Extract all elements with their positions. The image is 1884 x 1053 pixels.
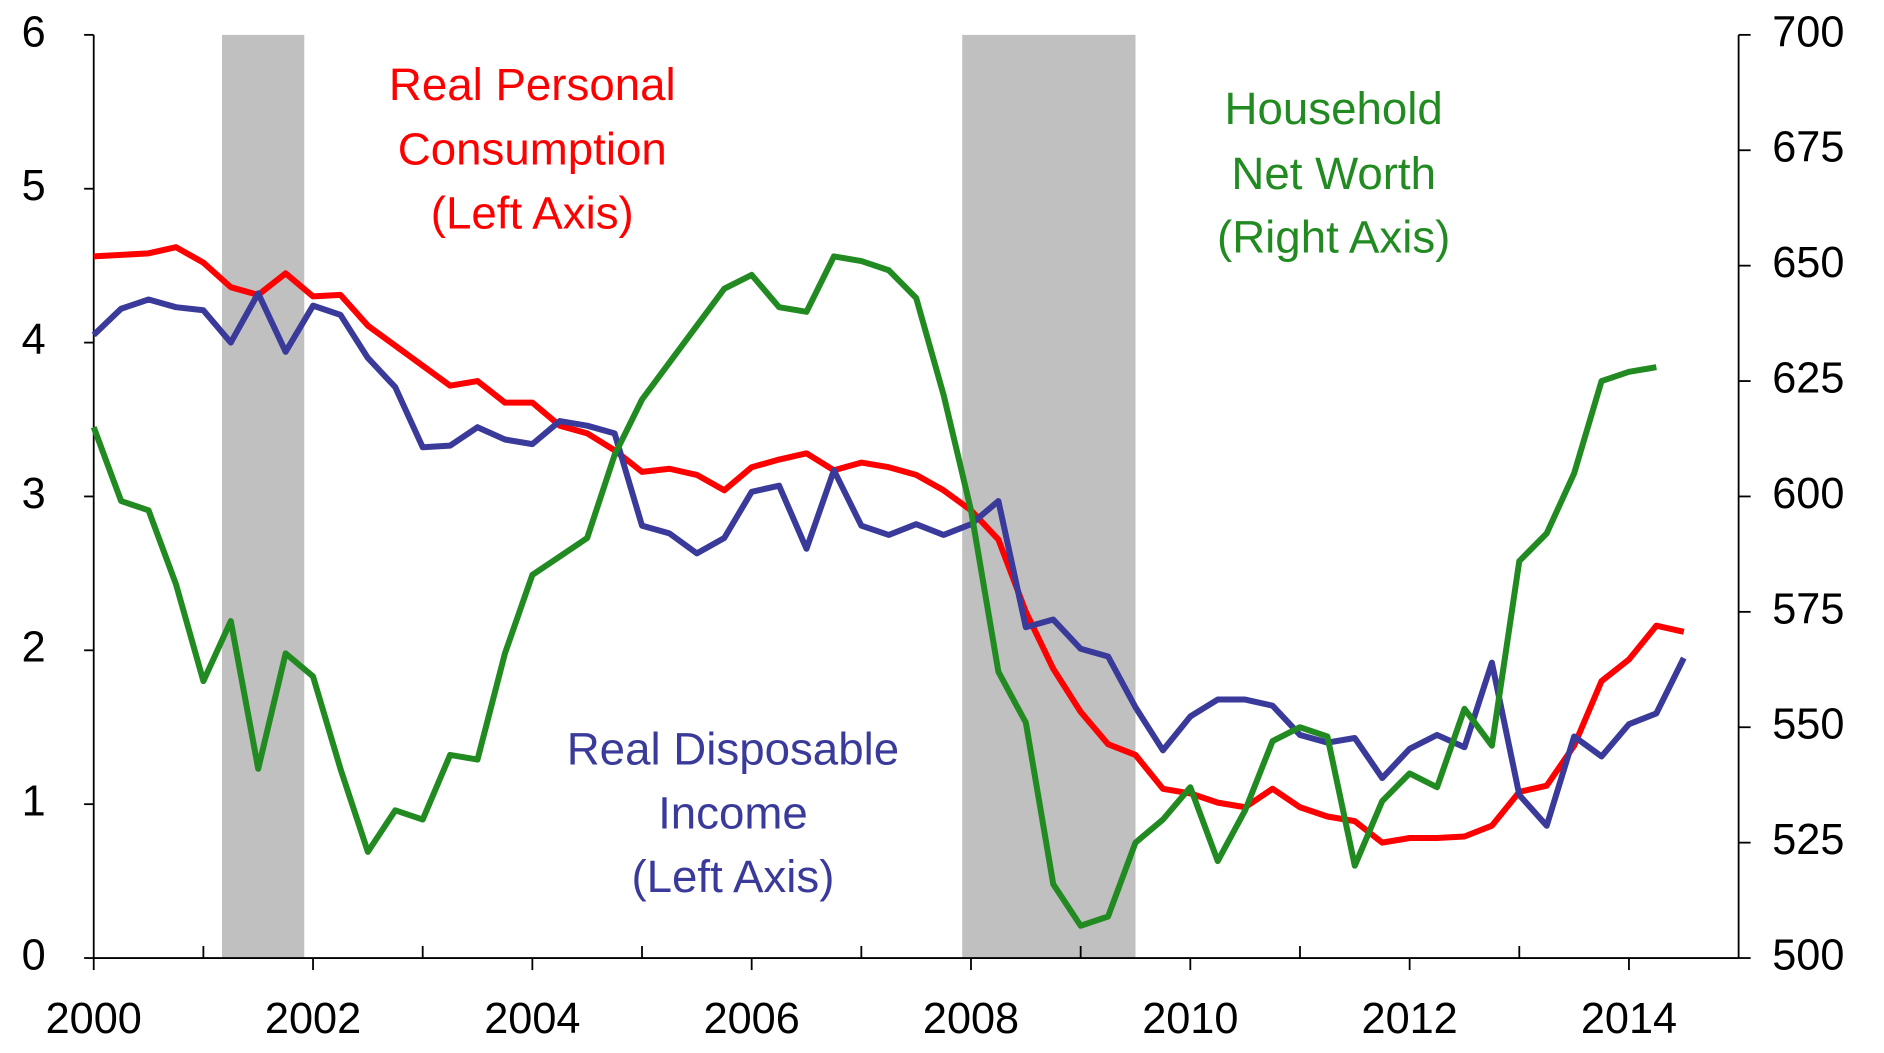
y2-tick-label: 600 xyxy=(1772,470,1844,518)
y-tick-label: 6 xyxy=(22,8,46,56)
y-tick-label: 3 xyxy=(22,470,46,518)
y-tick-label: 2 xyxy=(22,624,46,672)
x-tick-label: 2014 xyxy=(1581,995,1677,1043)
annotation: (Left Axis) xyxy=(431,187,634,238)
recession-band xyxy=(962,34,1136,959)
y2-tick-label: 675 xyxy=(1772,124,1844,172)
y2-tick-label: 650 xyxy=(1772,239,1844,287)
x-tick-label: 2004 xyxy=(484,995,580,1043)
y2-tick-label: 525 xyxy=(1772,816,1844,864)
y-tick-label: 4 xyxy=(22,316,46,364)
y2-tick-label: 575 xyxy=(1772,585,1844,633)
series-line xyxy=(91,290,1687,829)
y2-tick-label: 550 xyxy=(1772,701,1844,749)
x-tick-label: 2010 xyxy=(1142,995,1238,1043)
series-line xyxy=(93,244,1685,846)
annotation: Real Personal xyxy=(389,59,676,110)
x-tick-label: 2002 xyxy=(265,995,361,1043)
annotation: Net Worth xyxy=(1231,148,1436,199)
y2-tick-label: 625 xyxy=(1772,354,1844,402)
annotation: Household xyxy=(1225,83,1443,134)
y-tick-label: 0 xyxy=(22,931,46,979)
series-line xyxy=(90,253,1657,929)
x-tick-label: 2000 xyxy=(46,995,142,1043)
annotation: Income xyxy=(658,787,808,838)
recession-band xyxy=(222,34,305,959)
y2-tick-label: 700 xyxy=(1772,8,1844,56)
y2-tick-label: 500 xyxy=(1772,931,1844,979)
x-tick-label: 2012 xyxy=(1362,995,1458,1043)
y-tick-label: 1 xyxy=(22,778,46,826)
x-tick-label: 2006 xyxy=(704,995,800,1043)
annotation: Consumption xyxy=(398,124,667,175)
annotation: Real Disposable xyxy=(567,724,899,775)
x-tick-label: 2008 xyxy=(923,995,1019,1043)
y-tick-label: 5 xyxy=(22,162,46,210)
annotation: (Left Axis) xyxy=(631,851,834,902)
annotation: (Right Axis) xyxy=(1217,211,1450,262)
